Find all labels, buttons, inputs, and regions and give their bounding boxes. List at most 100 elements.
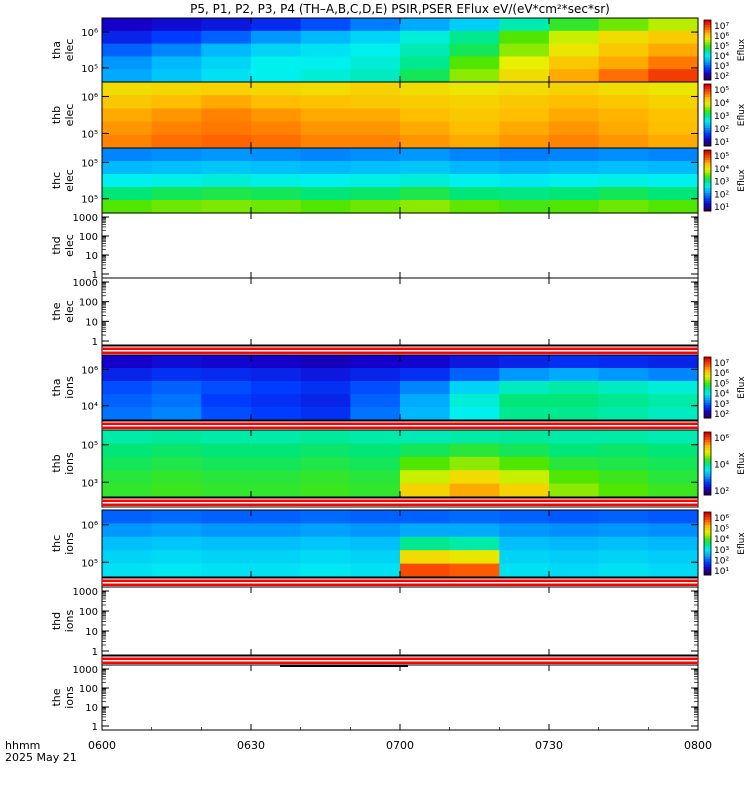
colorbar-segment	[704, 52, 711, 56]
y-tick-label: 1000	[73, 213, 98, 224]
colorbar-segment	[704, 37, 711, 41]
heatmap-cell	[499, 550, 550, 565]
heatmap-cell	[400, 174, 451, 188]
time-format-label: hhmm	[5, 739, 40, 752]
colorbar-tick-label: 10²	[714, 410, 729, 420]
heatmap-cell	[549, 200, 600, 214]
heatmap-cell	[449, 536, 500, 551]
heatmap-cell	[251, 108, 302, 123]
colorbar-segment	[704, 487, 711, 491]
heatmap-cell	[201, 456, 252, 471]
colorbar-segment	[704, 135, 711, 139]
panel-probe-label: thd	[50, 612, 63, 630]
heatmap-cell	[598, 355, 649, 369]
colorbar-tick-label: 10⁵	[714, 86, 729, 96]
heatmap-cell	[499, 187, 550, 201]
colorbar-segment	[704, 372, 711, 376]
colorbar-segment	[704, 203, 711, 207]
heatmap-cell	[400, 381, 451, 395]
panel-thb-ions: 10⁶ 10⁴ 10² Eflux 10⁵ 10³ thb ions	[50, 429, 747, 508]
heatmap-cell	[598, 368, 649, 382]
y-tick-label: 10³	[81, 478, 98, 489]
heatmap-cell	[251, 368, 302, 382]
heatmap-cell	[350, 108, 401, 123]
colorbar-tick-label: 10⁷	[714, 359, 729, 369]
heatmap-cell	[300, 108, 351, 123]
colorbar-segment	[704, 367, 711, 371]
heatmap-cell	[598, 483, 649, 498]
heatmap-cell	[251, 56, 302, 70]
heatmap-cell	[648, 30, 699, 45]
heatmap-cell	[102, 134, 153, 149]
heatmap-cell	[350, 69, 401, 83]
colorbar-frame	[703, 356, 712, 419]
colorbar-segment	[704, 453, 711, 457]
heatmap-cell	[300, 368, 351, 382]
heatmap-cell	[499, 536, 550, 551]
heatmap-cell	[549, 134, 600, 149]
colorbar-segment	[704, 382, 711, 386]
fill-strip-bar	[102, 503, 698, 506]
colorbar-segment	[704, 183, 711, 187]
colorbar-tick-label: 10⁶	[714, 369, 729, 379]
heatmap-cell	[300, 69, 351, 83]
heatmap-cell	[300, 355, 351, 369]
heatmap-cell	[350, 82, 401, 96]
y-tick-label: 10⁶	[81, 93, 98, 104]
heatmap-cell	[400, 56, 451, 70]
heatmap-cell	[350, 355, 401, 369]
heatmap-cell	[201, 18, 252, 32]
y-tick-label: 10	[85, 627, 98, 638]
colorbar-segment	[704, 32, 711, 36]
heatmap-cell	[102, 30, 153, 45]
heatmap-cell	[598, 510, 649, 524]
heatmap-cell	[151, 355, 202, 369]
heatmap-cell	[400, 134, 451, 149]
colorbar-segment	[704, 364, 711, 368]
heatmap-cell	[449, 523, 500, 538]
colorbar-segment	[704, 57, 711, 61]
colorbar-segment	[704, 538, 711, 542]
heatmap-cell	[350, 430, 401, 444]
heatmap-cell	[151, 536, 202, 551]
colorbar-segment	[704, 519, 711, 523]
fill-strip-bar	[102, 583, 698, 586]
heatmap-cell	[151, 368, 202, 382]
heatmap-cell	[449, 121, 500, 136]
heatmap-cell	[449, 30, 500, 45]
heatmap-cell	[648, 355, 699, 369]
heatmap-cell	[102, 69, 153, 83]
colorbar-segment	[704, 468, 711, 472]
heatmap-cell	[102, 108, 153, 123]
panel-frame	[101, 277, 699, 346]
fill-strip-bar	[102, 661, 698, 664]
heatmap-cell	[549, 148, 600, 162]
heatmap-cell	[251, 95, 302, 109]
heatmap-cell	[201, 121, 252, 136]
y-tick-label: 1	[92, 337, 98, 348]
heatmap-cell	[300, 56, 351, 70]
colorbar-tick-label: 10¹	[714, 567, 729, 577]
panel-frame	[101, 664, 699, 731]
colorbar-segment	[704, 35, 711, 38]
colorbar-segment	[704, 492, 711, 496]
colorbar-segment	[704, 559, 711, 563]
colorbar-segment	[704, 357, 711, 361]
colorbar-segment	[704, 359, 711, 363]
panel-probe-label: thb	[50, 454, 63, 472]
heatmap-cell	[201, 161, 252, 175]
colorbar-segment	[704, 60, 711, 63]
heatmap-cell	[499, 134, 550, 149]
heatmap-cell	[400, 69, 451, 83]
heatmap-cell	[549, 43, 600, 57]
colorbar-segment	[704, 125, 711, 129]
y-tick-label: 1000	[73, 587, 98, 598]
colorbar-segment	[704, 362, 711, 366]
heatmap-cell	[201, 550, 252, 565]
heatmap-cell	[151, 18, 202, 32]
colorbar-segment	[704, 437, 711, 441]
panel-probe-label: thb	[50, 106, 63, 124]
heatmap-cell	[499, 18, 550, 32]
heatmap-cell	[151, 108, 202, 123]
